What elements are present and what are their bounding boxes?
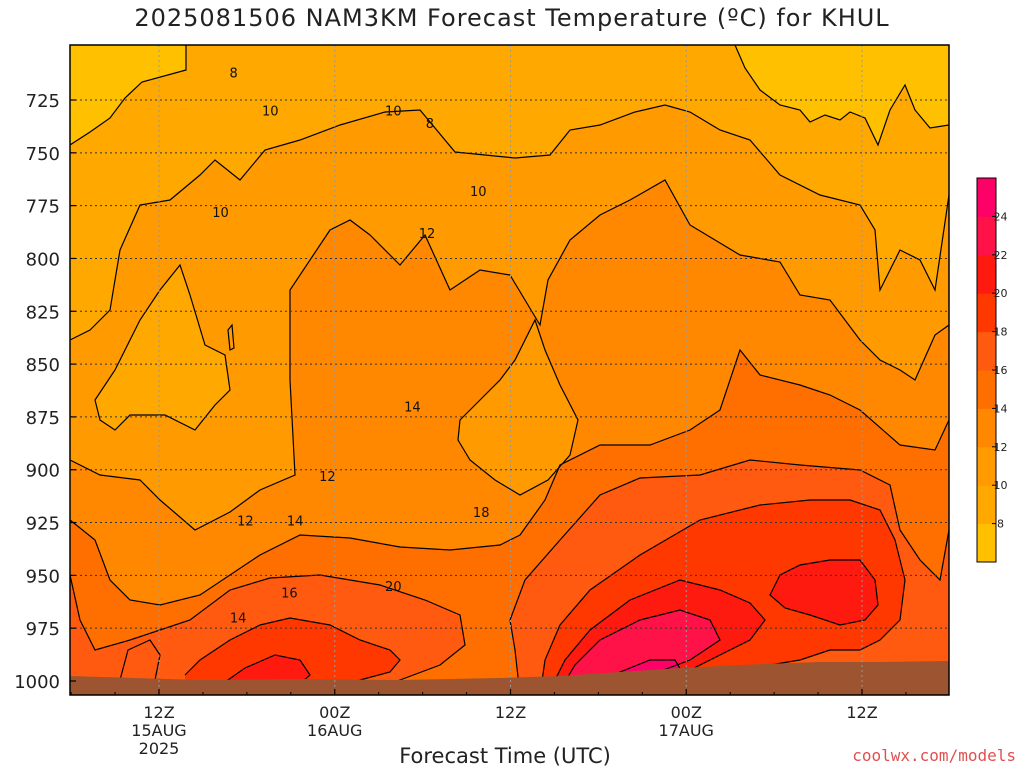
contour-label: 8 xyxy=(230,67,238,82)
colorbar-swatch xyxy=(977,293,996,333)
band-8-10-pocket xyxy=(95,265,230,430)
contour-label: 12 xyxy=(419,227,436,242)
y-axis: 725 750 775 800 825 850 875 900 925 950 975 1000 xyxy=(14,91,76,693)
contour-lines xyxy=(70,45,949,695)
colorbar-swatch xyxy=(977,178,996,217)
contour-22 xyxy=(559,609,721,691)
colorbar: 8 10 12 14 16 18 20 22 24 xyxy=(976,177,1008,563)
contour-16 xyxy=(70,574,466,695)
contour-8-left xyxy=(70,45,187,146)
colorbar-label: 16 xyxy=(994,364,1008,377)
y-tick-label: 975 xyxy=(26,619,60,640)
contour-16-right xyxy=(509,459,949,695)
contour-label: 10 xyxy=(212,206,229,221)
contour-label: 14 xyxy=(404,400,421,415)
contour-label: 16 xyxy=(281,586,298,601)
contour-14 xyxy=(70,348,949,606)
colorbar-swatch xyxy=(977,408,996,448)
grid xyxy=(70,45,949,695)
y-tick-label: 1000 xyxy=(14,672,60,693)
x-tick-label: 15AUG xyxy=(131,721,186,740)
colorbar-label: 18 xyxy=(994,326,1008,339)
x-tick-label: 00Z xyxy=(319,703,350,722)
colorbar-label: 14 xyxy=(994,402,1008,415)
contour-20-blob xyxy=(769,559,879,626)
colorbar-swatch xyxy=(977,370,996,409)
y-tick-label: 825 xyxy=(26,302,60,323)
contour-12-pocket xyxy=(457,318,579,496)
contour-20-right xyxy=(549,579,766,691)
colorbar-swatch xyxy=(977,446,996,486)
contour-labels: 8 10 10 8 10 10 12 14 12 12 14 18 16 14 20 xyxy=(212,67,490,627)
colorbar-swatch xyxy=(977,254,996,294)
contour-label: 12 xyxy=(319,470,336,485)
contour-label: 12 xyxy=(237,514,254,529)
credit-link[interactable]: coolwx.com/models xyxy=(852,746,1016,765)
contour-12-small xyxy=(227,323,235,351)
y-tick-label: 775 xyxy=(26,197,60,218)
x-tick-label: 2025 xyxy=(139,739,180,758)
contour-18-left xyxy=(184,617,401,695)
colorbar-label: 10 xyxy=(994,479,1008,492)
colorbar-swatch xyxy=(977,485,996,525)
y-tick-label: 850 xyxy=(26,355,60,376)
y-tick-label: 950 xyxy=(26,566,60,587)
x-tick-label: 17AUG xyxy=(659,721,714,740)
x-tick-label: 16AUG xyxy=(307,721,362,740)
contour-label: 14 xyxy=(230,612,247,627)
x-tick-label: 12Z xyxy=(143,703,174,722)
x-tick-label: 12Z xyxy=(495,703,526,722)
x-tick-label: 12Z xyxy=(846,703,877,722)
colorbar-label: 22 xyxy=(994,249,1008,262)
band-22-24 xyxy=(560,610,720,690)
x-tick-label: 00Z xyxy=(671,703,702,722)
band-lt8-right xyxy=(735,45,949,145)
contour-label: 18 xyxy=(473,506,490,521)
colorbar-label: 20 xyxy=(994,287,1008,300)
y-tick-label: 900 xyxy=(26,461,60,482)
contour-label: 10 xyxy=(385,105,402,120)
contour-label: 20 xyxy=(385,580,402,595)
contour-label: 10 xyxy=(470,185,487,200)
contour-label: 14 xyxy=(287,514,304,529)
plot-area: 8 10 10 8 10 10 12 14 12 12 14 18 16 14 20 xyxy=(70,45,949,695)
chart-title: 2025081506 NAM3KM Forecast Temperature (… xyxy=(134,4,890,32)
y-tick-label: 925 xyxy=(26,514,60,535)
y-tick-label: 800 xyxy=(26,249,60,270)
terrain xyxy=(70,661,949,695)
colorbar-swatch xyxy=(977,331,996,371)
contour-8-right xyxy=(734,45,949,147)
band-20-22-blob xyxy=(770,560,878,625)
band-10-12-pocket xyxy=(458,320,578,495)
contour-10-pocket xyxy=(94,263,231,431)
colorbar-label: 8 xyxy=(997,518,1004,531)
contour-label: 8 xyxy=(426,117,434,132)
plot-frame xyxy=(69,44,950,696)
contour-18-right xyxy=(539,499,906,695)
colorbar-label: 24 xyxy=(994,210,1008,223)
contour-10 xyxy=(70,104,949,341)
contour-14-small xyxy=(119,639,161,681)
y-tick-label: 750 xyxy=(26,144,60,165)
x-axis-label: Forecast Time (UTC) xyxy=(399,744,611,768)
contour-label: 10 xyxy=(262,105,279,120)
y-tick-label: 725 xyxy=(26,91,60,112)
colorbar-swatch xyxy=(977,523,996,563)
y-tick-label: 875 xyxy=(26,408,60,429)
colorbar-swatch xyxy=(977,216,996,256)
colorbar-label: 12 xyxy=(994,441,1008,454)
